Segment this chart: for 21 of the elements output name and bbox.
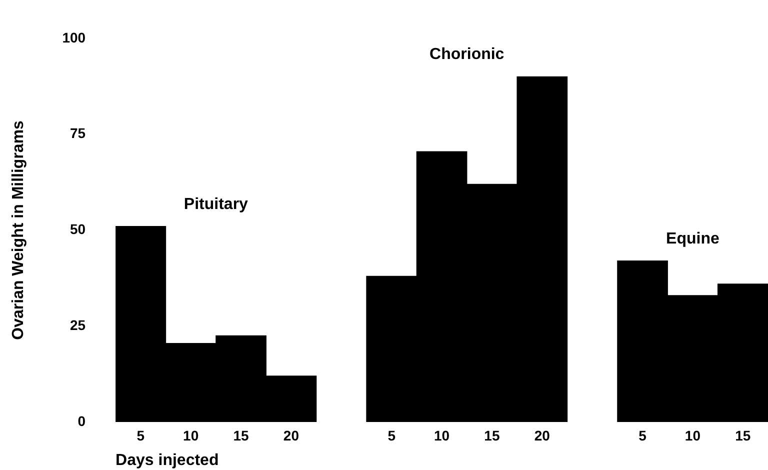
y-axis-title: Ovarian Weight in Milligrams [10,120,28,340]
annotation: Pituitary [184,196,248,213]
x-tick-label: 15 [233,427,250,444]
x-tick-label: 5 [638,427,647,444]
x-tick-label: 20 [283,427,300,444]
y-tick-label: 50 [70,221,86,238]
x-tick-label: 15 [735,427,751,444]
x-tick-label: 5 [388,427,396,444]
y-tick-label: 0 [78,412,86,429]
x-tick-label: 10 [434,427,450,444]
x-axis-title: Days injected [116,452,219,469]
annotation: Chorionic [430,46,504,64]
annotation: Equine [666,230,720,248]
x-tick-label: 20 [534,427,550,444]
y-tick-label: 25 [70,316,86,333]
x-tick-label: 5 [136,427,145,444]
x-tick-label: 10 [684,427,701,444]
x-tick-label: 15 [484,427,500,444]
y-tick-label: 100 [62,29,86,46]
y-tick-label: 75 [70,125,86,142]
x-tick-label: 10 [183,427,199,444]
